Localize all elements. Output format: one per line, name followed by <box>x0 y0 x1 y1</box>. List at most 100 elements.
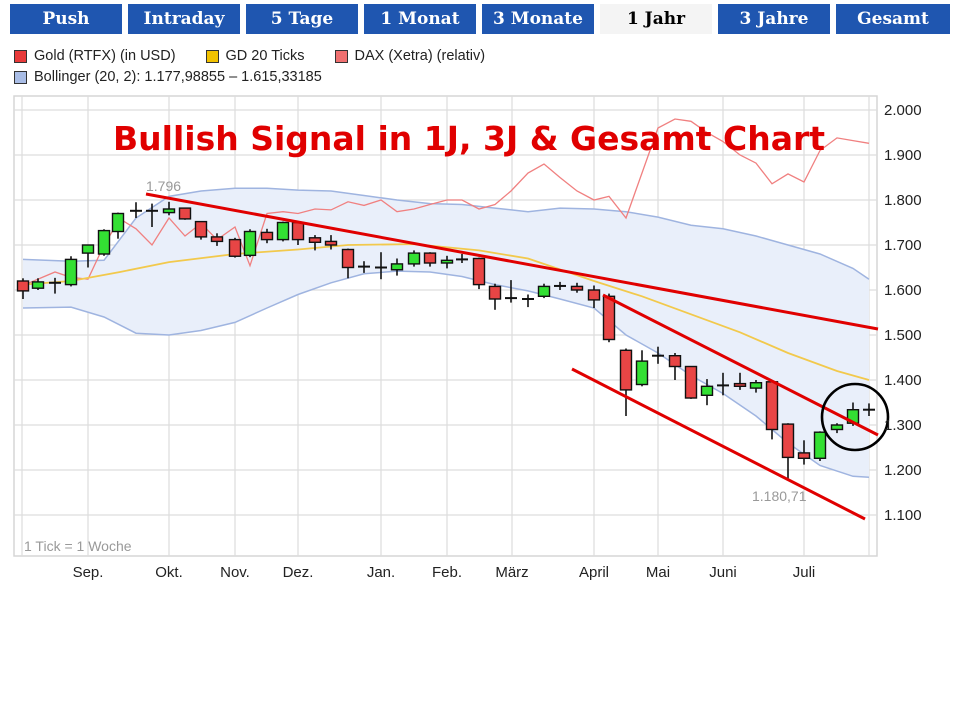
breakout-highlight-circle <box>820 382 890 452</box>
legend-label-dax: DAX (Xetra) (relativ) <box>354 48 486 64</box>
candle-body <box>260 231 274 241</box>
y-tick-label: 1.900 <box>884 147 922 164</box>
tab-3-jahre[interactable]: 3 Jahre <box>718 4 830 34</box>
gd20-polyline <box>22 243 870 381</box>
legend-row-2: Bollinger (20, 2): 1.177,98855 – 1.615,3… <box>14 67 515 88</box>
candle-body <box>668 355 682 368</box>
candle <box>733 372 747 390</box>
candle-body <box>797 452 811 459</box>
candle <box>619 348 633 416</box>
candle-body <box>390 263 404 271</box>
x-tick-label: Mai <box>646 564 670 581</box>
candle-body <box>341 248 355 269</box>
annotation-title: Bullish Signal in 1J, 3J & Gesamt Chart <box>113 119 825 158</box>
tab-1-monat[interactable]: 1 Monat <box>364 4 476 34</box>
legend-swatch-bollinger <box>14 71 27 84</box>
candle-body <box>813 431 827 460</box>
y-tick-label: 1.500 <box>884 327 922 344</box>
candle-body <box>700 385 714 396</box>
legend-label-bollinger: Bollinger (20, 2): 1.177,98855 – 1.615,3… <box>34 69 322 85</box>
trendline <box>571 367 866 521</box>
x-tick-label: März <box>495 564 528 581</box>
candle <box>324 235 338 250</box>
tab-push[interactable]: Push <box>10 4 122 34</box>
candle-body <box>765 381 779 431</box>
candle-body <box>162 208 176 214</box>
x-tick-label: Feb. <box>432 564 462 581</box>
candle <box>178 207 192 220</box>
candle <box>717 372 729 396</box>
candle-body <box>291 221 305 241</box>
x-tick-label: Okt. <box>155 564 183 581</box>
candle-body <box>243 230 257 257</box>
candle <box>64 256 78 287</box>
x-tick-label: Dez. <box>283 564 314 581</box>
candle <box>488 283 502 310</box>
candle <box>375 252 387 280</box>
legend-label-gold: Gold (RTFX) (in USD) <box>34 48 176 64</box>
x-tick-label: Juli <box>793 564 816 581</box>
candle <box>505 280 517 303</box>
candle-body <box>81 244 95 254</box>
legend-item-gd20: GD 20 Ticks <box>205 46 305 67</box>
candle <box>554 281 566 290</box>
x-tick-label: Juni <box>709 564 737 581</box>
candle-body <box>16 280 30 292</box>
candle-body <box>733 382 747 388</box>
candle-body <box>440 259 454 264</box>
candle <box>587 285 601 308</box>
candle <box>472 257 486 290</box>
legend-item-bollinger: Bollinger (20, 2): 1.177,98855 – 1.615,3… <box>14 67 322 88</box>
candle <box>570 282 584 293</box>
candle <box>700 379 714 406</box>
chart-legend: Gold (RTFX) (in USD) GD 20 Ticks DAX (Xe… <box>14 46 515 88</box>
candle-body <box>210 236 224 243</box>
candle <box>635 350 649 387</box>
legend-swatch-gold <box>14 50 27 63</box>
candle <box>390 258 404 276</box>
candle <box>210 233 224 246</box>
x-tick-label: Sep. <box>73 564 104 581</box>
candle <box>146 203 158 227</box>
candle-body <box>570 285 584 291</box>
candle <box>456 254 468 263</box>
bollinger-fill <box>23 188 869 478</box>
candle-body <box>472 257 486 286</box>
candle <box>81 244 95 268</box>
tick-interval-note: 1 Tick = 1 Woche <box>24 538 132 554</box>
candle-body <box>228 238 242 257</box>
candle-body <box>635 360 649 386</box>
bollinger-upper-line <box>22 187 870 280</box>
legend-item-gold: Gold (RTFX) (in USD) <box>14 46 176 67</box>
candle <box>668 353 682 380</box>
candle-body <box>602 295 616 341</box>
candle <box>162 201 176 216</box>
legend-swatch-dax <box>334 50 348 63</box>
candle <box>781 423 795 479</box>
candle-body <box>684 365 698 399</box>
candle <box>31 278 45 290</box>
y-tick-label: 1.200 <box>884 462 922 479</box>
legend-item-dax: DAX (Xetra) (relativ) <box>334 46 486 67</box>
tab-gesamt[interactable]: Gesamt <box>836 4 950 34</box>
candle <box>16 278 30 299</box>
candle-body <box>407 252 421 265</box>
period-tabs: Push Intraday 5 Tage 1 Monat 3 Monate 1 Jahr 3… <box>0 0 960 36</box>
candle <box>358 261 370 273</box>
dax-polyline <box>22 118 870 287</box>
y-tick-label: 2.000 <box>884 102 922 119</box>
candle <box>341 248 355 279</box>
candle <box>830 423 844 434</box>
tab-5-tage[interactable]: 5 Tage <box>246 4 358 34</box>
candle <box>276 221 290 242</box>
trendline <box>602 293 879 437</box>
tab-intraday[interactable]: Intraday <box>128 4 240 34</box>
candle <box>407 250 421 267</box>
legend-label-gd20: GD 20 Ticks <box>225 48 305 64</box>
tab-3-monate[interactable]: 3 Monate <box>482 4 594 34</box>
candle-body <box>781 423 795 459</box>
tab-1-jahr[interactable]: 1 Jahr <box>600 4 712 34</box>
candle-body <box>31 281 45 289</box>
candle <box>111 212 125 239</box>
